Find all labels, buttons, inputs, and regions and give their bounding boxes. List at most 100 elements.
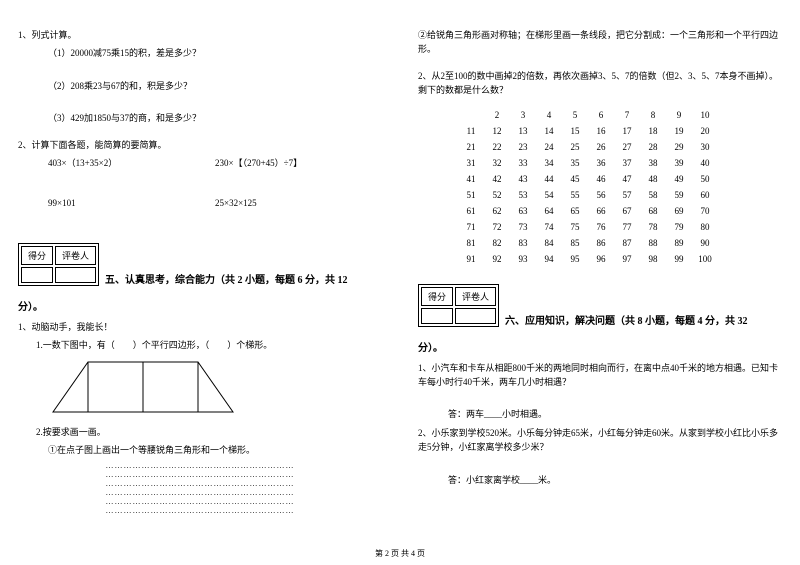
grid-cell: 54: [536, 190, 562, 200]
grid-cell: 18: [640, 126, 666, 136]
q2-heading: 2、计算下面各题，能简算的要简算。: [18, 138, 382, 152]
grid-cell: 67: [614, 206, 640, 216]
grid-cell: 82: [484, 238, 510, 248]
q1-sub-b: （2）208乘23与67的和，积是多少？: [18, 79, 382, 93]
grid-cell: 75: [562, 222, 588, 232]
grid-cell: 34: [536, 158, 562, 168]
r4-answer: 答：小红家离学校____米。: [418, 473, 782, 487]
right-column: ②给锐角三角形画对称轴；在梯形里画一条线段，把它分割成：一个三角形和一个平行四边…: [400, 0, 800, 540]
section-6-title: 六、应用知识，解决问题（共 8 小题，每题 4 分，共 32: [499, 312, 748, 327]
grid-cell: 49: [666, 174, 692, 184]
grid-cell: 60: [692, 190, 718, 200]
grid-cell: 98: [640, 254, 666, 264]
grid-cell: 94: [536, 254, 562, 264]
dot-row: ………………………………………………………: [18, 479, 382, 488]
grid-cell: 90: [692, 238, 718, 248]
grid-cell: 25: [562, 142, 588, 152]
grid-cell: 74: [536, 222, 562, 232]
grid-cell: 10: [692, 110, 718, 120]
grid-cell: 6: [588, 110, 614, 120]
score-table: 得分 评卷人: [418, 284, 499, 327]
grid-cell: 12: [484, 126, 510, 136]
q2-expr-c: 99×101: [48, 196, 215, 210]
grid-cell: 33: [510, 158, 536, 168]
grid-cell: 68: [640, 206, 666, 216]
grid-cell: 4: [536, 110, 562, 120]
grid-cell: 80: [692, 222, 718, 232]
dot-row: ………………………………………………………: [18, 470, 382, 479]
grid-cell: 23: [510, 142, 536, 152]
grid-cell: 64: [536, 206, 562, 216]
grid-cell: 44: [536, 174, 562, 184]
grid-cell: 2: [484, 110, 510, 120]
q2-expr-a: 403×（13+35×2）: [48, 156, 215, 170]
grid-cell: 8: [640, 110, 666, 120]
grid-cell: 20: [692, 126, 718, 136]
grid-cell: 62: [484, 206, 510, 216]
grid-cell: 39: [666, 158, 692, 168]
section-5-title: 五、认真思考，综合能力（共 2 小题，每题 6 分，共 12: [99, 271, 348, 286]
grid-cell: 88: [640, 238, 666, 248]
grid-cell: 79: [666, 222, 692, 232]
grid-cell: 21: [458, 142, 484, 152]
left-column: 1、列式计算。 （1）20000减75乘15的积，差是多少？ （2）208乘23…: [0, 0, 400, 540]
score-head-2: 评卷人: [455, 287, 496, 306]
grid-cell: 70: [692, 206, 718, 216]
grid-cell: 97: [614, 254, 640, 264]
grid-cell: 45: [562, 174, 588, 184]
grid-cell: 37: [614, 158, 640, 168]
grid-cell: 78: [640, 222, 666, 232]
grid-cell: 57: [614, 190, 640, 200]
q2-expr-b: 230×【（270+45）÷7】: [215, 156, 382, 170]
grid-cell: 14: [536, 126, 562, 136]
score-table: 得分 评卷人: [18, 243, 99, 286]
score-row-6: 得分 评卷人 六、应用知识，解决问题（共 8 小题，每题 4 分，共 32: [418, 284, 782, 327]
grid-cell: 69: [666, 206, 692, 216]
grid-cell: 13: [510, 126, 536, 136]
grid-cell: 77: [614, 222, 640, 232]
q3-heading: 1、动脑动手，我能长！: [18, 320, 382, 334]
grid-cell: 26: [588, 142, 614, 152]
r2-text: 2、从2至100的数中画掉2的倍数，再依次画掉3、5、7的倍数（但2、3、5、7…: [418, 69, 782, 98]
grid-cell: 32: [484, 158, 510, 168]
grid-cell: 27: [614, 142, 640, 152]
dot-row: ………………………………………………………: [18, 461, 382, 470]
grid-cell: 30: [692, 142, 718, 152]
number-grid: 2345678910 11121314151617181920 21222324…: [418, 110, 782, 264]
q1-sub-a: （1）20000减75乘15的积，差是多少？: [18, 46, 382, 60]
grid-cell: [458, 110, 484, 120]
grid-cell: 51: [458, 190, 484, 200]
grid-cell: 59: [666, 190, 692, 200]
grid-cell: 36: [588, 158, 614, 168]
dot-row: ………………………………………………………: [18, 488, 382, 497]
q4-heading: 2.按要求画一画。: [18, 425, 382, 439]
grid-cell: 24: [536, 142, 562, 152]
grid-cell: 3: [510, 110, 536, 120]
grid-cell: 40: [692, 158, 718, 168]
grid-cell: 56: [588, 190, 614, 200]
grid-cell: 55: [562, 190, 588, 200]
q1-heading: 1、列式计算。: [18, 28, 382, 42]
grid-cell: 91: [458, 254, 484, 264]
grid-cell: 95: [562, 254, 588, 264]
grid-cell: 84: [536, 238, 562, 248]
grid-cell: 58: [640, 190, 666, 200]
grid-cell: 48: [640, 174, 666, 184]
grid-cell: 7: [614, 110, 640, 120]
grid-cell: 47: [614, 174, 640, 184]
grid-cell: 43: [510, 174, 536, 184]
dot-row: ………………………………………………………: [18, 497, 382, 506]
r4-text: 2、小乐家到学校520米。小乐每分钟走65米，小红每分钟走60米。从家到学校小红…: [418, 426, 782, 455]
section-6-title-b: 分）。: [418, 341, 782, 357]
q1-sub-c: （3）429加1850与37的商，和是多少？: [18, 111, 382, 125]
grid-cell: 66: [588, 206, 614, 216]
grid-cell: 15: [562, 126, 588, 136]
grid-cell: 92: [484, 254, 510, 264]
grid-cell: 53: [510, 190, 536, 200]
grid-cell: 73: [510, 222, 536, 232]
grid-cell: 35: [562, 158, 588, 168]
score-head-1: 得分: [21, 246, 53, 265]
grid-cell: 41: [458, 174, 484, 184]
grid-cell: 29: [666, 142, 692, 152]
grid-cell: 22: [484, 142, 510, 152]
